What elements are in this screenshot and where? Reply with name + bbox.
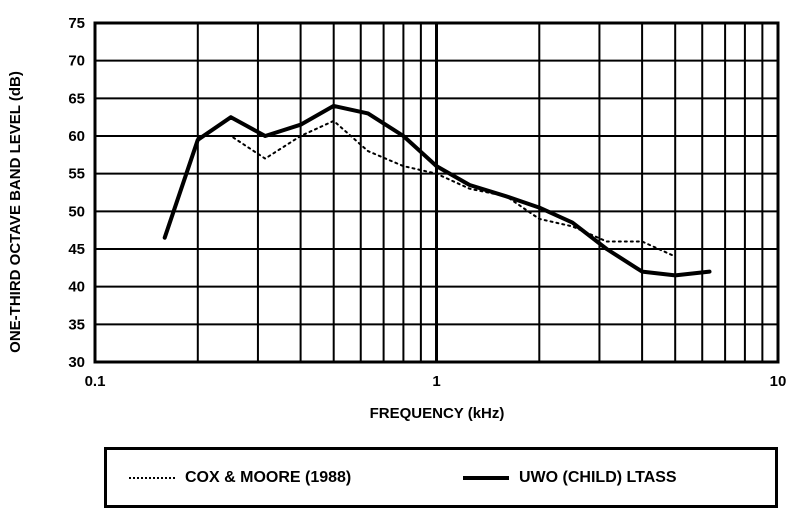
y-tick-label: 50 xyxy=(68,203,85,220)
legend: COX & MOORE (1988) UWO (CHILD) LTASS xyxy=(104,447,778,508)
y-tick-label: 40 xyxy=(68,279,85,296)
x-tick-label: 0.1 xyxy=(85,373,106,390)
y-tick-label: 60 xyxy=(68,128,85,145)
x-tick-label: 10 xyxy=(770,373,787,390)
y-tick-label: 70 xyxy=(68,53,85,70)
y-tick-label: 30 xyxy=(68,354,85,371)
x-axis-label: FREQUENCY (kHz) xyxy=(370,405,505,422)
tick-labels: 30 35 40 45 50 55 60 65 70 75 0.1 1 10 xyxy=(68,15,786,390)
legend-item-cox-moore: COX & MOORE (1988) xyxy=(129,450,351,505)
y-axis-label: ONE-THIRD OCTAVE BAND LEVEL (dB) xyxy=(7,71,24,353)
x-tick-label: 1 xyxy=(432,373,440,390)
legend-item-uwo: UWO (CHILD) LTASS xyxy=(463,450,677,505)
legend-label-cox-moore: COX & MOORE (1988) xyxy=(185,468,352,486)
legend-label-uwo: UWO (CHILD) LTASS xyxy=(519,468,677,486)
y-tick-label: 55 xyxy=(68,166,85,183)
y-tick-label: 45 xyxy=(68,241,85,258)
plot-frame xyxy=(93,21,780,364)
series-layer xyxy=(162,103,712,278)
chart: 30 35 40 45 50 55 60 65 70 75 0.1 1 10 FREQUENCY (kH… xyxy=(7,15,786,422)
dotted-line-swatch xyxy=(129,476,175,479)
grid xyxy=(93,21,780,364)
series-line-2 xyxy=(162,103,712,278)
y-tick-label: 35 xyxy=(68,316,85,333)
series-line-1 xyxy=(196,119,677,258)
y-tick-label: 65 xyxy=(68,90,85,107)
solid-line-swatch xyxy=(463,475,509,480)
y-tick-label: 75 xyxy=(68,15,85,32)
